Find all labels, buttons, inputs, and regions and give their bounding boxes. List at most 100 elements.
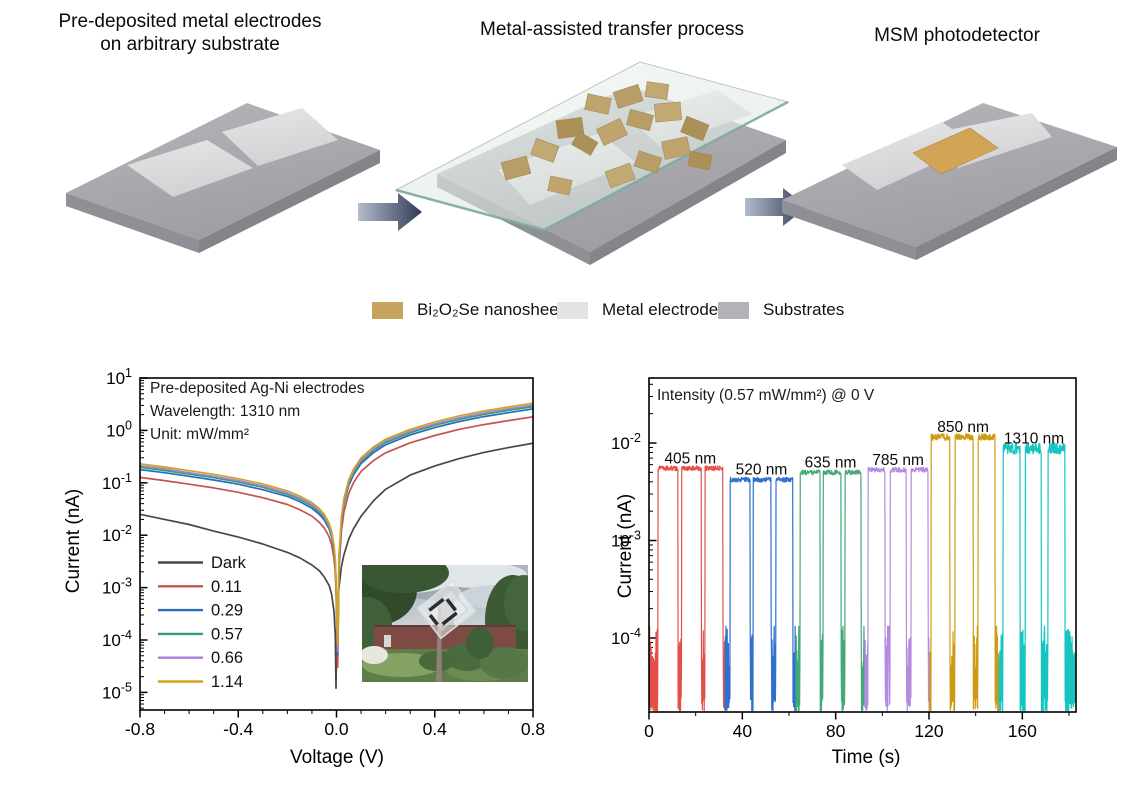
nanosheet-flake (530, 138, 560, 163)
panel-title-photodetector: MSM photodetector (874, 25, 1040, 46)
wavelength-label: 635 nm (805, 454, 857, 471)
wavelength-label: 785 nm (872, 452, 924, 469)
legend-entry-label: 0.66 (211, 649, 243, 667)
legend-swatch-substrates (718, 301, 749, 319)
panel-title-transfer: Metal-assisted transfer process (480, 19, 744, 40)
schematic-illustration (66, 61, 1117, 265)
y-tick-label: 10-3 (102, 576, 132, 598)
substrate-left-face (782, 200, 916, 260)
iv-annotation: Pre-deposited Ag-Ni electrodes Wavelengt… (150, 380, 365, 443)
substrate-panel-1 (66, 103, 380, 253)
x-tick-label: 0.4 (423, 719, 448, 739)
legend-label-substrates: Substrates (763, 300, 845, 319)
y-tick-label: 10-5 (102, 680, 132, 702)
transparent-sample (416, 580, 477, 640)
pulse-traces (649, 433, 1076, 712)
plot-frame (648, 377, 1077, 713)
wavelength-label: 405 nm (664, 450, 716, 467)
legend-entry-label: 0.29 (211, 602, 243, 620)
nanosheet-flake (644, 81, 670, 100)
nanosheet-flake (596, 118, 628, 146)
iv-chart-panel: 101 100 10-1 10-2 10-3 10-4 10-5 -0.8 -0.4 0.0 0.4… (55, 360, 560, 786)
legend-swatch-metal-electrodes (557, 301, 588, 319)
nanosheet-flake (626, 108, 654, 132)
inset-photograph (362, 565, 528, 682)
pulse-chart: 10-2 10-3 10-4 0 40 80 120 160 405 nm 520 nm 635 n… (611, 377, 1077, 741)
legend-entry-label: 0.57 (211, 625, 243, 643)
legend-entry-label: 1.14 (211, 673, 243, 691)
y-tick-label: 10-3 (611, 529, 641, 551)
nanosheet-flake (584, 93, 612, 115)
wavelength-label: 520 nm (736, 462, 788, 479)
substrate-right-face (916, 147, 1117, 260)
legend-label-metal-electrodes: Metal electrodes (602, 300, 727, 319)
nanosheet-flake (653, 101, 683, 123)
bi2o2se-channel (912, 127, 999, 175)
iv-curves (140, 402, 533, 690)
x-tick-label: 120 (914, 721, 943, 741)
panel-title-predeposited: Pre-deposited metal electrodes on arbitr… (58, 11, 322, 56)
pulse-series-405-nm (649, 465, 726, 712)
pulse-series-850-nm (929, 433, 1000, 712)
wavelength-label: 1310 nm (1004, 430, 1064, 447)
pulse-chart-panel: 10-2 10-3 10-4 0 40 80 120 160 405 nm 520 nm 635 n… (600, 360, 1132, 786)
nanosheet-flake (680, 115, 710, 142)
iv-yaxis-title: Current (nA) (63, 488, 84, 594)
nanosheet-flake (555, 116, 585, 140)
pulse-series-520-nm (724, 476, 797, 712)
plot-frame (139, 377, 534, 711)
x-tick-label: 40 (733, 721, 753, 741)
iv-legend: Dark 0.11 0.29 0.57 0.66 1.14 (158, 554, 247, 691)
nanosheet-flake (500, 155, 532, 181)
nanosheet-flakes (500, 81, 713, 196)
substrate-left-face (66, 193, 199, 253)
process-arrow-1 (358, 193, 422, 231)
wavelength-label: 850 nm (937, 419, 989, 436)
pulse-series-635-nm (795, 469, 866, 712)
y-tick-label: 10-4 (102, 628, 132, 650)
nanosheet-flake (604, 162, 636, 189)
iv-xaxis-title: Voltage (V) (290, 747, 384, 768)
pulse-yaxis-title: Current (nA) (615, 493, 636, 599)
legend-entry-label: Dark (211, 554, 247, 572)
metal-electrode (222, 108, 338, 166)
y-tick-label: 10-2 (102, 523, 132, 545)
transfer-panel (394, 61, 790, 265)
y-tick-label: 101 (106, 366, 132, 388)
legend-entry-label: 0.11 (211, 578, 242, 596)
substrate-right-face (590, 140, 786, 265)
legend-item-substrates: Substrates (718, 300, 844, 320)
legend-swatch-bi2o2se (372, 301, 403, 319)
y-tick-label: 10-1 (102, 471, 132, 493)
nanosheet-flake (612, 84, 644, 109)
pulse-xaxis-title: Time (s) (831, 747, 901, 768)
nanosheet-flake (547, 175, 573, 196)
pulse-series-785-nm (864, 466, 931, 712)
iv-curve-1-14 (140, 402, 533, 646)
metal-electrode (842, 122, 975, 190)
x-tick-label: 0 (644, 721, 654, 741)
y-tick-label: 10-2 (611, 431, 641, 453)
nanosheet-flake (571, 131, 599, 156)
pulse-annotation: Intensity (0.57 mW/mm²) @ 0 V (657, 387, 875, 404)
x-tick-label: -0.8 (125, 719, 155, 739)
x-tick-label: 0.0 (324, 719, 349, 739)
legend-label-bi2o2se: Bi₂O₂Se nanosheets (417, 300, 572, 319)
legend-item-bi2o2se: Bi₂O₂Se nanosheets (372, 300, 572, 320)
photodetector-panel (782, 103, 1117, 260)
x-tick-label: 80 (826, 721, 846, 741)
metal-electrode (127, 140, 253, 197)
nanosheet-flake (633, 150, 663, 174)
legend-item-metal-electrodes: Metal electrodes (557, 300, 727, 320)
x-tick-label: -0.4 (223, 719, 253, 739)
x-tick-label: 160 (1008, 721, 1037, 741)
nanosheet-flake (661, 136, 691, 160)
pulse-series-1310-nm (998, 441, 1076, 712)
y-tick-label: 100 (106, 418, 132, 440)
iv-chart: 101 100 10-1 10-2 10-3 10-4 10-5 -0.8 -0.4 0.0 0.4… (102, 366, 545, 739)
substrate-right-face (199, 150, 380, 253)
nanosheet-flake (687, 150, 713, 171)
x-tick-label: 0.8 (521, 719, 545, 739)
y-tick-label: 10-4 (611, 626, 641, 648)
